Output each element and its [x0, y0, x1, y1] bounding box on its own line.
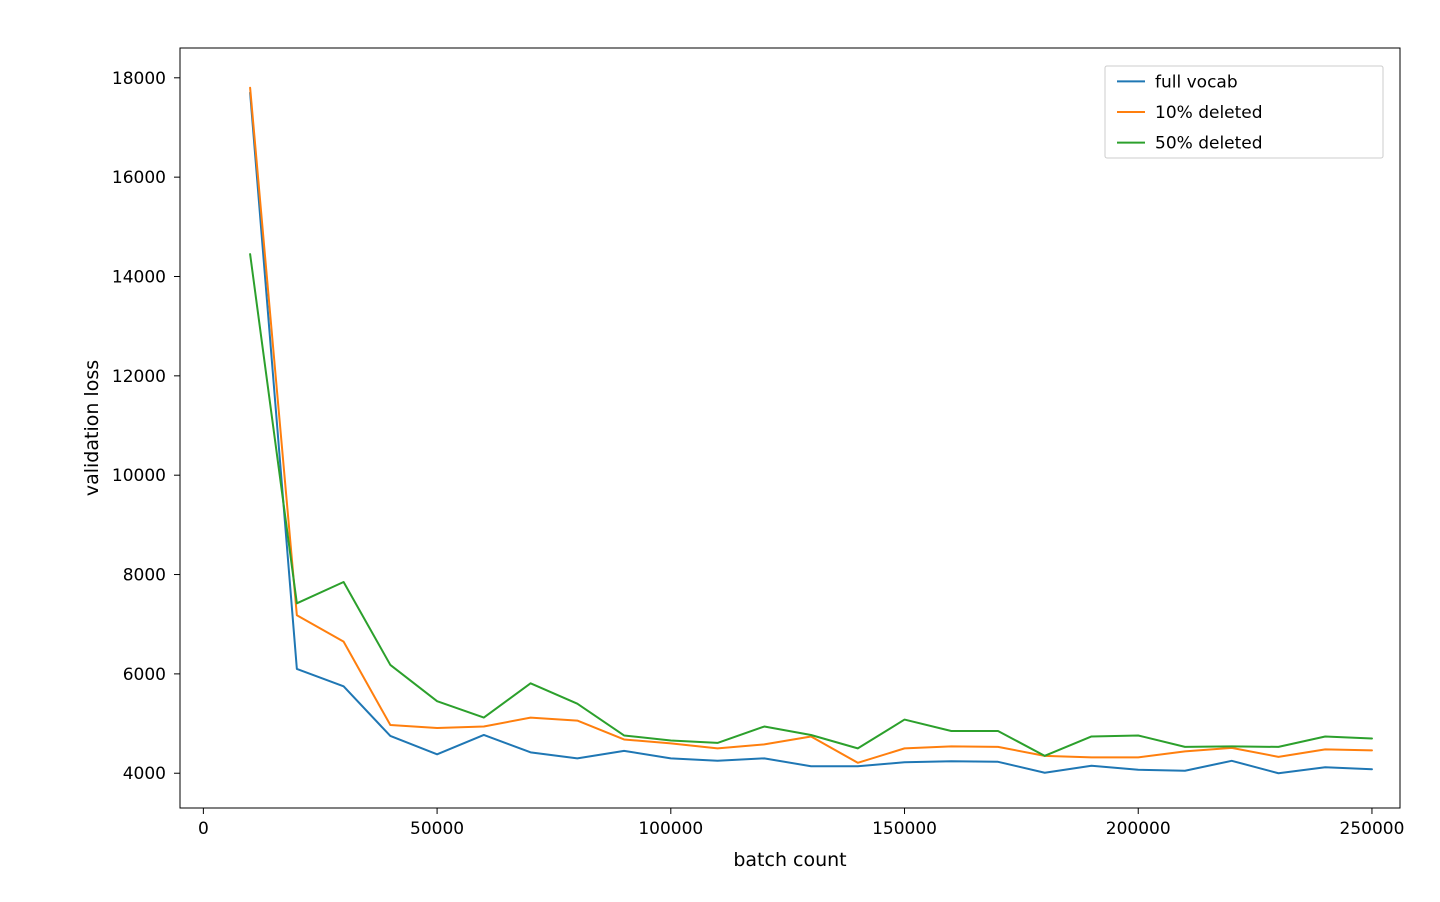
xtick-label: 100000	[638, 819, 703, 839]
xtick-label: 0	[198, 819, 209, 839]
xtick-label: 50000	[410, 819, 464, 839]
ytick-label: 18000	[112, 69, 166, 89]
ytick-label: 10000	[112, 466, 166, 486]
chart-container: 0 50000 100000 150000 200000 250000 4000 6000 80…	[0, 0, 1440, 902]
ytick-label: 6000	[123, 665, 166, 685]
ytick-label: 16000	[112, 168, 166, 188]
line-chart: 0 50000 100000 150000 200000 250000 4000 6000 80…	[0, 0, 1440, 902]
xtick-label: 150000	[872, 819, 937, 839]
legend-label: 50% deleted	[1155, 134, 1263, 154]
x-axis-label: batch count	[733, 849, 846, 871]
legend-label: full vocab	[1155, 72, 1238, 92]
xtick-label: 250000	[1340, 819, 1405, 839]
ytick-label: 12000	[112, 367, 166, 387]
xtick-label: 200000	[1106, 819, 1171, 839]
y-axis-label: validation loss	[81, 360, 103, 496]
ytick-label: 14000	[112, 267, 166, 287]
legend-label: 10% deleted	[1155, 103, 1263, 123]
ytick-label: 4000	[123, 764, 166, 784]
ytick-label: 8000	[123, 566, 166, 586]
legend: full vocab 10% deleted 50% deleted	[1105, 66, 1383, 158]
